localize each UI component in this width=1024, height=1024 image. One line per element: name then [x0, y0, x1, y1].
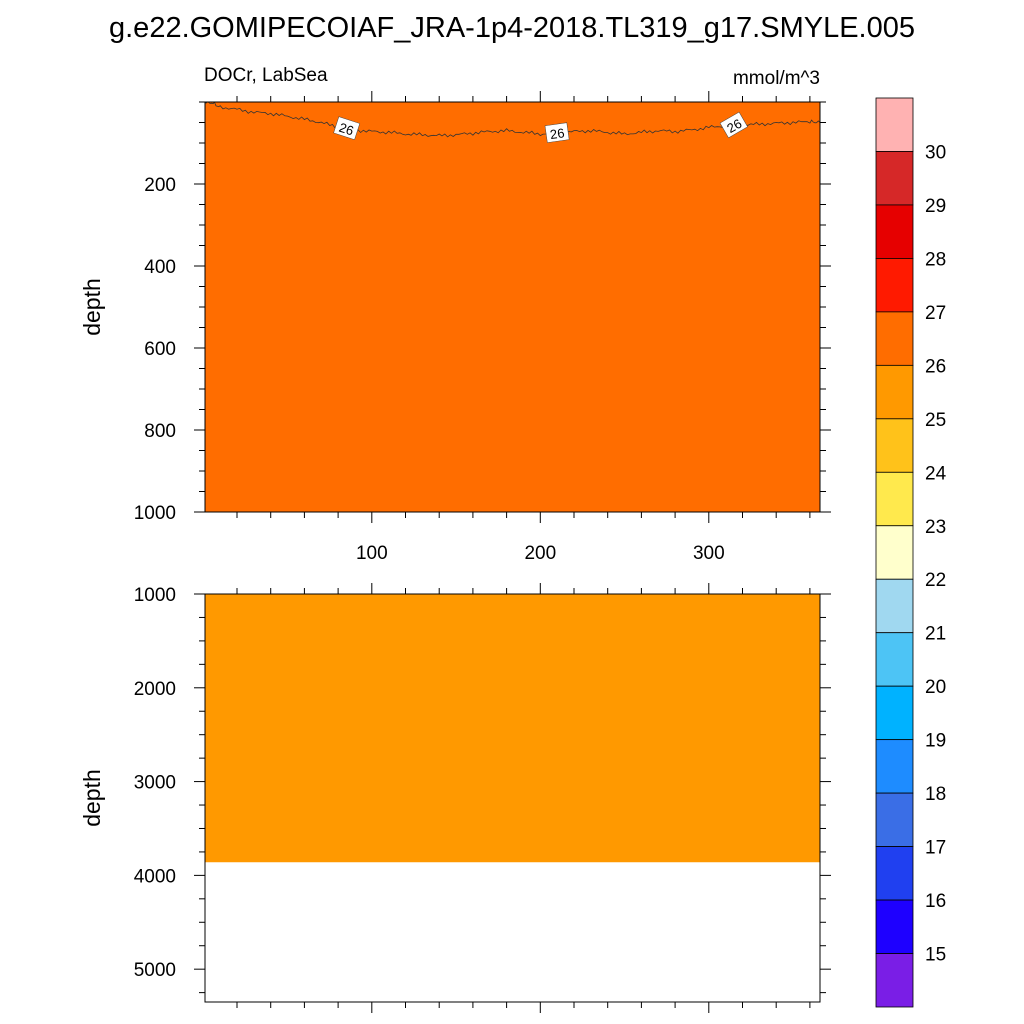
contour-label-text: 26	[724, 116, 744, 136]
colorbar-label: 15	[925, 945, 946, 966]
colorbar-swatch	[875, 685, 914, 741]
colorbar: 30 29 28 27 26 25 24 23 22 21 20 19 18 17 16 15	[875, 97, 947, 1008]
units-label: mmol/m^3	[733, 68, 820, 89]
colorbar-label: 17	[925, 838, 946, 859]
colorbar-swatch	[875, 97, 914, 152]
colorbar-swatch	[875, 792, 914, 847]
colorbar-label: 19	[925, 731, 946, 752]
colorbar-label: 23	[925, 517, 946, 538]
contour-label: 26	[333, 116, 361, 140]
variable-label: DOCr, LabSea	[204, 65, 328, 86]
y-tick-label: 600	[144, 339, 176, 360]
plot-area: 26 26 26	[205, 102, 820, 512]
colorbar-swatch	[875, 525, 914, 580]
colorbar-swatch	[875, 953, 914, 1008]
colorbar-label: 30	[925, 142, 946, 163]
y-tick-label: 1000	[134, 585, 176, 606]
colorbar-label: 29	[925, 196, 946, 217]
y-tick-label: 400	[144, 257, 176, 278]
colorbar-swatch	[875, 258, 914, 313]
colorbar-swatch	[875, 364, 914, 420]
fill-band-26-27	[205, 102, 820, 512]
fill-band-25-26	[205, 594, 820, 863]
colorbar-swatch	[875, 471, 914, 527]
fill-band-26-27-surface	[205, 102, 820, 137]
colorbar-label: 16	[925, 891, 946, 912]
x-tick-label: 200	[524, 543, 556, 564]
colorbar-label: 22	[925, 570, 946, 591]
x-tick-label: 300	[693, 543, 725, 564]
colorbar-swatch	[875, 311, 914, 366]
y-tick-label: 1000	[134, 503, 176, 524]
colorbar-swatch	[875, 632, 914, 687]
colorbar-label: 20	[925, 677, 946, 698]
lower-depth-panel: 1000 2000 3000 4000 5000 depth	[79, 583, 831, 1013]
plot-frame	[204, 593, 821, 1003]
y-axis-label: depth	[79, 278, 105, 336]
x-tick-label: 100	[356, 543, 388, 564]
figure-title: g.e22.GOMIPECOIAF_JRA-1p4-2018.TL319_g17…	[109, 12, 915, 44]
colorbar-swatch	[875, 846, 914, 901]
colorbar-swatch	[875, 578, 914, 634]
y-tick-label: 800	[144, 421, 176, 442]
contour-line-26	[205, 102, 820, 138]
plot-area	[205, 594, 820, 863]
colorbar-label: 27	[925, 303, 946, 324]
colorbar-swatch	[875, 899, 914, 954]
colorbar-swatch	[875, 151, 914, 206]
colorbar-swatch	[875, 418, 914, 473]
y-axis-label: depth	[79, 769, 105, 827]
contour-label-text: 26	[549, 125, 565, 142]
contour-label: 26	[719, 111, 748, 139]
colorbar-label: 28	[925, 249, 946, 270]
colorbar-swatch	[875, 204, 914, 259]
colorbar-label: 25	[925, 410, 946, 431]
upper-depth-panel: 26 26 26 200 400 600 800 1000 depth 100 200 300	[79, 91, 831, 564]
colorbar-label: 21	[925, 624, 946, 645]
y-tick-label: 3000	[134, 773, 176, 794]
contour-label: 26	[544, 122, 570, 143]
colorbar-label: 24	[925, 463, 947, 484]
colorbar-label: 26	[925, 356, 946, 377]
y-tick-label: 5000	[134, 960, 176, 981]
y-tick-label: 200	[144, 175, 176, 196]
y-tick-label: 4000	[134, 866, 176, 887]
y-tick-label: 2000	[134, 679, 176, 700]
colorbar-label: 18	[925, 784, 946, 805]
contour-label-text: 26	[337, 120, 355, 139]
colorbar-swatch	[875, 739, 914, 794]
